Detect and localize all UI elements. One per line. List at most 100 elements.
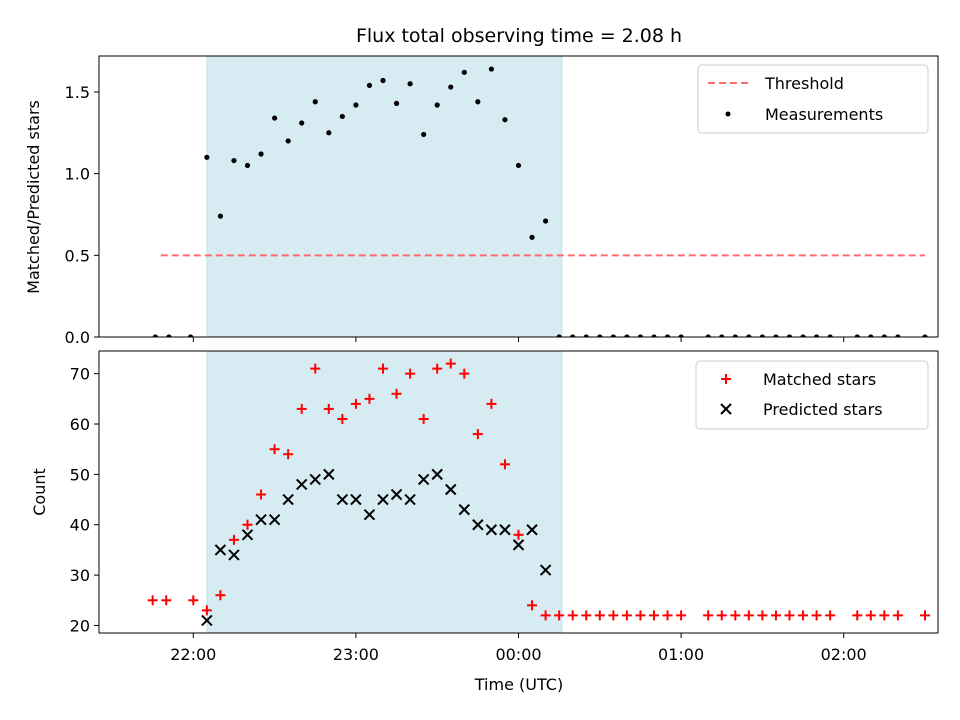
data-point-measurements (187, 334, 194, 337)
data-point-measurements (231, 157, 237, 164)
data-point-measurements (152, 334, 158, 337)
data-point-predicted-stars (499, 524, 511, 536)
data-point-matched-stars (228, 534, 239, 545)
data-point-predicted-stars (390, 488, 403, 501)
data-point-predicted-stars (350, 493, 362, 506)
data-point-measurements (556, 334, 562, 337)
y-tick-label: 1.0 (65, 165, 90, 184)
data-point-measurements (773, 334, 779, 337)
data-point-measurements (610, 334, 616, 337)
data-point-predicted-stars (445, 483, 457, 496)
data-point-measurements (854, 334, 860, 337)
data-point-measurements (515, 162, 522, 169)
legend-predicted-swatch (720, 403, 732, 415)
data-point-measurements (759, 334, 765, 337)
top-y-axis-label: Matched/Predicted stars (24, 100, 43, 294)
data-point-matched-stars (730, 610, 741, 621)
data-point-matched-stars (865, 610, 876, 621)
data-point-measurements (166, 334, 172, 337)
data-point-matched-stars (811, 610, 822, 621)
data-point-predicted-stars (214, 544, 227, 556)
data-point-measurements (339, 113, 345, 120)
x-axis-label: Time (UTC) (474, 675, 563, 694)
data-point-measurements (502, 117, 508, 123)
data-point-predicted-stars (377, 493, 389, 506)
data-point-measurements (922, 334, 928, 337)
data-point-matched-stars (215, 590, 226, 601)
data-point-predicted-stars (539, 564, 552, 576)
data-point-matched-stars (188, 595, 199, 606)
data-point-predicted-stars (336, 493, 349, 506)
data-point-measurements (434, 102, 440, 108)
data-point-matched-stars (621, 610, 632, 621)
data-point-matched-stars (432, 363, 443, 374)
data-point-measurements (475, 99, 481, 105)
data-point-matched-stars (269, 444, 280, 455)
data-point-predicted-stars (201, 614, 213, 627)
data-point-predicted-stars (458, 503, 471, 516)
data-point-measurements (366, 82, 373, 89)
data-point-matched-stars (567, 610, 578, 621)
data-point-measurements (217, 213, 224, 219)
data-point-matched-stars (770, 610, 781, 621)
y-tick-label: 60 (70, 415, 90, 434)
data-point-measurements (678, 334, 684, 337)
data-point-matched-stars (445, 358, 456, 369)
data-point-matched-stars (716, 610, 727, 621)
data-point-measurements (421, 131, 427, 138)
data-point-matched-stars (296, 403, 307, 414)
data-point-measurements (637, 334, 644, 337)
data-point-measurements (448, 84, 454, 90)
y-tick-label: 0.0 (65, 328, 90, 347)
data-point-matched-stars (283, 449, 294, 460)
data-point-measurements (881, 334, 887, 337)
observing-window-span (206, 55, 563, 338)
observing-window-span (206, 350, 563, 634)
data-point-measurements (326, 130, 332, 136)
data-point-matched-stars (350, 398, 361, 409)
data-point-matched-stars (594, 610, 605, 621)
data-point-predicted-stars (323, 468, 335, 481)
legend-measurements-label: Measurements (765, 105, 883, 124)
legend-measurements-swatch (725, 111, 731, 117)
top-panel: 0.0 0.5 1.0 1.5 Matched/Predicted stars Thr… (24, 55, 939, 347)
bottom-y-axis-label: Count (30, 468, 49, 516)
data-point-matched-stars (472, 429, 483, 440)
data-point-measurements (651, 334, 657, 337)
data-point-matched-stars (323, 403, 334, 414)
data-point-predicted-stars (431, 468, 443, 481)
data-point-matched-stars (161, 595, 172, 606)
data-point-matched-stars (784, 610, 795, 621)
data-point-measurements (380, 77, 386, 84)
x-tick-label: 00:00 (495, 645, 541, 664)
x-tick-label: 01:00 (658, 645, 704, 664)
data-point-matched-stars (798, 610, 809, 621)
data-point-predicted-stars (268, 513, 281, 526)
data-point-matched-stars (892, 610, 903, 621)
data-point-measurements (258, 151, 264, 157)
data-point-measurements (272, 115, 278, 121)
y-tick-label: 40 (70, 516, 90, 535)
top-plot-area: 0.0 0.5 1.0 1.5 (65, 55, 939, 347)
data-point-matched-stars (825, 610, 836, 621)
data-point-measurements (542, 218, 549, 224)
data-point-matched-stars (554, 610, 565, 621)
legend-matched-swatch (721, 374, 731, 384)
data-point-predicted-stars (309, 473, 321, 486)
x-tick-label: 02:00 (821, 645, 867, 664)
y-tick-label: 0.5 (65, 246, 90, 265)
data-point-matched-stars (201, 605, 212, 616)
data-point-matched-stars (676, 610, 687, 621)
data-point-measurements (407, 81, 413, 87)
data-point-matched-stars (513, 529, 524, 540)
data-point-measurements (312, 99, 318, 105)
data-point-matched-stars (648, 610, 659, 621)
data-point-measurements (353, 102, 359, 108)
bottom-plot-area: 20 30 40 50 60 70 22:00 23:00 00:00 01:00 02:00 (70, 350, 939, 664)
data-point-predicted-stars (472, 519, 484, 531)
data-point-measurements (393, 100, 400, 106)
data-point-measurements (299, 120, 305, 126)
data-point-measurements (705, 334, 711, 337)
y-tick-label: 50 (70, 465, 90, 484)
data-point-matched-stars (391, 388, 402, 399)
